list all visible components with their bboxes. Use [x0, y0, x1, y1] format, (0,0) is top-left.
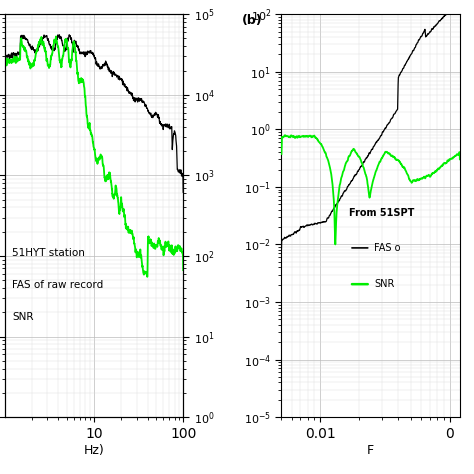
X-axis label: Hz): Hz): [83, 444, 104, 456]
Text: 51HYT station: 51HYT station: [12, 248, 85, 258]
X-axis label: F: F: [367, 444, 374, 456]
Text: SNR: SNR: [12, 312, 33, 322]
Text: SNR: SNR: [374, 279, 394, 289]
Text: FAS o: FAS o: [374, 243, 401, 253]
Text: FAS of raw record: FAS of raw record: [12, 280, 103, 290]
Text: From 51SPT: From 51SPT: [349, 208, 415, 218]
Text: (b): (b): [242, 14, 263, 27]
